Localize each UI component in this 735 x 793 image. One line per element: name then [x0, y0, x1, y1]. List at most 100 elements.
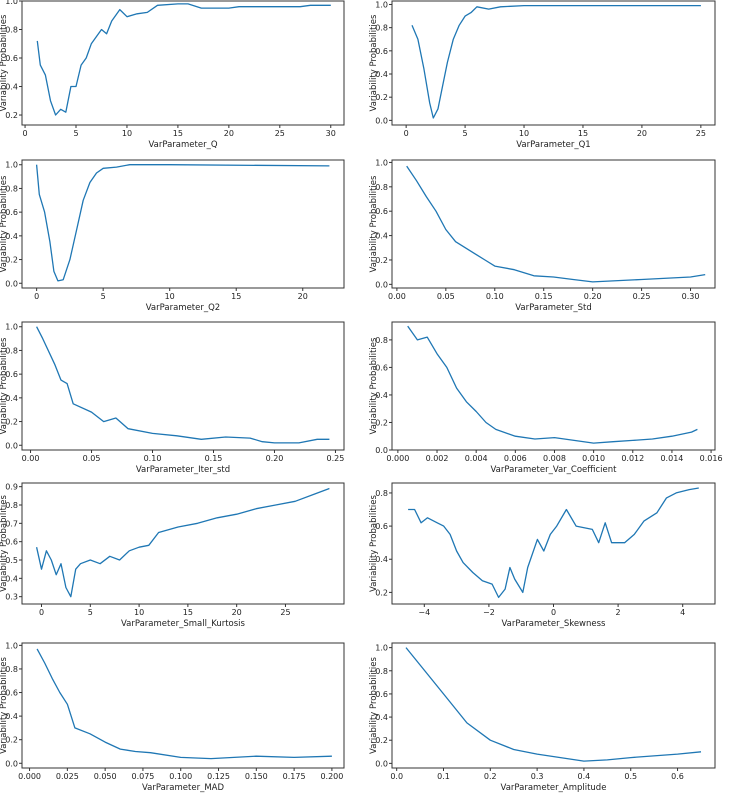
y-tick-label: 0.8: [5, 184, 18, 193]
x-axis-label: VarParameter_Skewness: [501, 619, 606, 629]
x-tick-label: 0.014: [660, 454, 683, 463]
y-tick-label: 0.0: [5, 441, 18, 450]
subplot-10: 0.0 0.1 0.2 0.3 0.4 0.5 0.6 0.0 0.2 0.4 0.6 0.8 1.0 V…: [369, 642, 716, 793]
x-tick-label: 15: [231, 292, 241, 301]
y-axis-label: Variability Probabilities: [0, 14, 9, 111]
y-tick-label: 0.6: [5, 689, 18, 698]
x-tick-label: 0.008: [543, 454, 566, 463]
axes-frame: [21, 0, 345, 126]
x-tick-label: 15: [183, 608, 193, 617]
series-line: [35, 487, 330, 598]
y-tick-label: 0.4: [375, 70, 388, 79]
y-tick-label: 0.3: [5, 593, 18, 602]
x-tick-label: 0.006: [504, 454, 527, 463]
x-tick-label: 0.10: [144, 454, 162, 463]
x-tick-label: −2: [483, 608, 495, 617]
x-tick-label: 0.000: [386, 454, 409, 463]
axes-frame: [21, 482, 345, 605]
x-tick-label: 20: [232, 608, 242, 617]
y-tick-label: 1.0: [5, 0, 18, 6]
y-tick-label: 1.0: [375, 158, 388, 167]
x-tick-label: 30: [326, 129, 336, 138]
x-tick-label: 0.075: [131, 772, 154, 781]
x-tick-label: 20: [637, 129, 647, 138]
axes-frame: [391, 482, 716, 605]
x-axis-label: VarParameter_Q2: [146, 303, 220, 313]
y-tick-label: 0.5: [5, 556, 18, 565]
y-tick-label: 0.2: [375, 588, 388, 597]
y-tick-label: 1.0: [375, 644, 388, 653]
x-tick-label: 15: [173, 129, 183, 138]
x-tick-label: 0.012: [621, 454, 644, 463]
y-tick-label: 0.8: [5, 26, 18, 35]
y-axis-label: Variability Probabilities: [0, 656, 9, 753]
axes-frame: [391, 159, 716, 289]
y-tick-label: 0.2: [375, 736, 388, 745]
x-tick-label: 0.2: [484, 772, 497, 781]
x-tick-label: 0: [551, 608, 556, 617]
x-tick-label: 10: [134, 608, 144, 617]
y-tick-label: 0.8: [375, 489, 388, 498]
x-tick-label: 4: [680, 608, 685, 617]
y-tick-label: 0.6: [5, 538, 18, 547]
y-tick-label: 0.7: [5, 519, 18, 528]
y-tick-label: 0.2: [5, 418, 18, 427]
x-tick-label: 0.00: [22, 454, 40, 463]
series-line: [406, 165, 706, 283]
x-tick-label: 0.000: [18, 772, 41, 781]
y-tick-label: 0.4: [375, 555, 388, 564]
y-tick-label: 1.0: [5, 641, 18, 650]
subplot-5: 0.00 0.05 0.10 0.15 0.20 0.25 0.0 0.2 0.4 0.6 0.8 1…: [0, 321, 345, 475]
y-tick-label: 0.2: [5, 736, 18, 745]
x-tick-label: 25: [275, 129, 285, 138]
series-line: [35, 164, 330, 282]
y-tick-label: 0.6: [5, 54, 18, 63]
axes-frame: [391, 0, 716, 126]
y-tick-label: 0.0: [375, 116, 388, 125]
y-tick-label: 0.6: [375, 690, 388, 699]
y-axis-label: Variability Probabilities: [369, 14, 379, 111]
y-tick-label: 0.8: [5, 501, 18, 510]
y-tick-label: 0.2: [5, 256, 18, 265]
y-tick-label: 0.2: [375, 418, 388, 427]
x-tick-label: 0.4: [578, 772, 591, 781]
y-tick-label: 1.0: [5, 323, 18, 332]
y-tick-label: 0.8: [375, 183, 388, 192]
x-tick-label: 0.6: [671, 772, 684, 781]
y-tick-label: 0.8: [5, 346, 18, 355]
x-tick-label: 0.100: [169, 772, 192, 781]
y-tick-label: 0.4: [5, 574, 18, 583]
x-axis-label: VarParameter_Var_Coefficient: [490, 465, 617, 475]
series-line: [36, 3, 331, 116]
subplot-7: 0 5 10 15 20 25 0.3 0.4 0.5 0.6 0.7 0.8 0.9 VarParame…: [0, 482, 345, 629]
series-line: [408, 487, 699, 599]
y-tick-label: 0.4: [5, 394, 18, 403]
y-tick-label: 0.2: [375, 256, 388, 265]
y-tick-label: 0.8: [5, 665, 18, 674]
x-tick-label: 2: [616, 608, 621, 617]
x-tick-label: 0.025: [56, 772, 79, 781]
y-tick-label: 0.8: [375, 667, 388, 676]
x-tick-label: 0.25: [327, 454, 345, 463]
x-tick-label: 25: [696, 129, 706, 138]
series-line: [36, 648, 332, 760]
axes-frame: [21, 321, 345, 451]
y-tick-label: 0.4: [5, 83, 18, 92]
x-tick-label: 0.05: [437, 292, 455, 301]
x-axis-label: VarParameter_Std: [515, 303, 591, 313]
x-tick-label: 0.15: [535, 292, 553, 301]
x-tick-label: 0.3: [531, 772, 544, 781]
series-line: [405, 647, 702, 762]
x-axis-label: VarParameter_Amplitude: [501, 783, 607, 793]
y-tick-label: 0.0: [375, 446, 388, 455]
x-tick-label: 0.00: [388, 292, 406, 301]
subplot-9: 0.000 0.025 0.050 0.075 0.100 0.125 0.150 0.175…: [0, 641, 345, 793]
x-axis-label: VarParameter_Small_Kurtosis: [121, 619, 246, 629]
x-tick-label: 15: [578, 129, 588, 138]
x-tick-label: 0.016: [700, 454, 723, 463]
axes-frame: [391, 642, 716, 769]
x-tick-label: 0.20: [266, 454, 284, 463]
x-tick-label: 0: [404, 129, 409, 138]
y-tick-label: 0.4: [5, 712, 18, 721]
